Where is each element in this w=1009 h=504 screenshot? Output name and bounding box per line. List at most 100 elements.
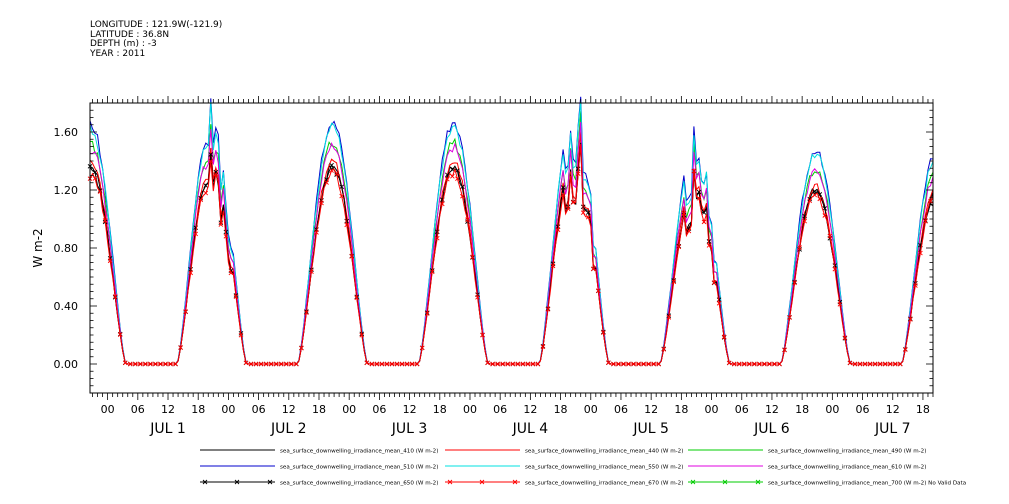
legend-entry: sea_surface_downwelling_irradiance_mean_… xyxy=(768,481,966,487)
series-marker-7 xyxy=(867,361,873,367)
series-marker-7 xyxy=(585,214,591,220)
legend-entry: sea_surface_downwelling_irradiance_mean_… xyxy=(768,449,926,455)
series-marker-7 xyxy=(505,361,511,367)
series-marker-7 xyxy=(691,168,697,174)
series-marker-7 xyxy=(122,360,128,366)
series-marker-7 xyxy=(495,361,500,367)
series-marker-7 xyxy=(656,361,662,367)
hour-tick-label: 00 xyxy=(463,403,477,416)
series-marker-7 xyxy=(696,196,702,201)
series-marker-7 xyxy=(374,361,380,367)
series-marker-7 xyxy=(153,361,158,367)
day-label: JUL 5 xyxy=(632,421,669,437)
series-marker-7 xyxy=(752,361,757,367)
series-marker-7 xyxy=(762,361,767,367)
series-marker-7 xyxy=(490,361,495,367)
series-marker-7 xyxy=(822,213,828,218)
hour-tick-label: 00 xyxy=(705,403,719,416)
hour-tick-label: 12 xyxy=(886,403,900,416)
legend-marker xyxy=(755,479,761,485)
hour-tick-label: 18 xyxy=(433,403,447,416)
series-marker-6 xyxy=(460,184,465,190)
series-marker-7 xyxy=(651,361,656,367)
series-marker-6 xyxy=(203,183,209,188)
legend-marker xyxy=(722,479,728,485)
hour-tick-label: 00 xyxy=(584,403,598,416)
series-marker-7 xyxy=(299,345,304,351)
series-marker-7 xyxy=(278,361,284,367)
series-marker-7 xyxy=(258,361,264,367)
series-marker-7 xyxy=(283,361,289,367)
series-marker-7 xyxy=(168,361,173,367)
series-marker-7 xyxy=(580,210,586,215)
day-label: JUL 7 xyxy=(874,421,911,437)
series-marker-7 xyxy=(319,200,324,206)
series-marker-7 xyxy=(731,361,737,367)
series-marker-7 xyxy=(334,171,339,176)
series-marker-7 xyxy=(107,258,113,264)
series-marker-7 xyxy=(158,361,163,367)
series-marker-7 xyxy=(409,361,415,367)
series-marker-7 xyxy=(102,218,108,223)
series-marker-7 xyxy=(757,361,762,367)
day-label: JUL 4 xyxy=(512,421,549,437)
series-marker-6 xyxy=(696,189,702,195)
hour-tick-label: 06 xyxy=(131,403,145,416)
series-marker-7 xyxy=(827,233,833,239)
legend-entry: sea_surface_downwelling_irradiance_mean_… xyxy=(280,449,438,455)
series-marker-7 xyxy=(389,361,395,367)
series-marker-6 xyxy=(812,188,818,194)
series-marker-7 xyxy=(882,361,888,367)
series-marker-7 xyxy=(797,245,802,250)
series-marker-7 xyxy=(268,361,274,367)
series-marker-7 xyxy=(379,361,385,367)
series-marker-7 xyxy=(112,294,118,299)
hour-tick-label: 18 xyxy=(795,403,809,416)
series-marker-6 xyxy=(822,206,828,211)
plot-frame xyxy=(89,102,934,394)
series-marker-7 xyxy=(394,361,400,367)
series-marker-7 xyxy=(590,266,596,272)
series-marker-7 xyxy=(767,361,772,367)
series-marker-7 xyxy=(414,361,420,367)
series-marker-7 xyxy=(344,222,349,228)
day-label: JUL 6 xyxy=(753,421,790,437)
hour-tick-label: 06 xyxy=(735,403,749,416)
day-label: JUL 1 xyxy=(149,421,186,437)
series-marker-7 xyxy=(782,347,787,353)
latitude-label: LATITUDE : 36.8N xyxy=(90,29,170,40)
y-tick-label: 0.80 xyxy=(54,242,79,255)
legend-entry: sea_surface_downwelling_irradiance_mean_… xyxy=(525,465,683,471)
series-marker-7 xyxy=(832,266,838,272)
series-marker-7 xyxy=(193,231,199,237)
series-marker-7 xyxy=(575,171,581,176)
series-marker-7 xyxy=(837,302,843,307)
series-marker-7 xyxy=(565,206,571,212)
longitude-label: LONGITUDE : 121.9W(-121.9) xyxy=(90,20,223,30)
series-marker-7 xyxy=(606,360,611,366)
series-marker-7 xyxy=(772,361,777,367)
axes-layer: 00 06 12 18 00 06 12 18 00 06 12 18 00 06 12 18 00 06 12 18… xyxy=(31,96,934,437)
series-marker-7 xyxy=(439,201,445,207)
series-marker-7 xyxy=(560,192,566,198)
series-marker-7 xyxy=(676,244,682,250)
series-marker-7 xyxy=(500,361,506,367)
series-marker-7 xyxy=(203,190,209,196)
series-line-1 xyxy=(89,131,934,365)
legend-marker xyxy=(447,479,453,485)
y-tick-label: 1.60 xyxy=(54,126,79,139)
series-marker-7 xyxy=(520,361,526,367)
series-marker-7 xyxy=(208,158,214,164)
series-marker-7 xyxy=(178,345,183,350)
legend-entry: sea_surface_downwelling_irradiance_mean_… xyxy=(768,465,926,471)
series-marker-7 xyxy=(686,228,692,234)
series-marker-7 xyxy=(887,361,893,367)
series-marker-7 xyxy=(736,361,742,367)
series-marker-7 xyxy=(741,361,747,367)
series-marker-7 xyxy=(92,176,98,181)
series-marker-7 xyxy=(143,361,148,367)
y-tick-label: 0.40 xyxy=(54,300,79,313)
legend-entry: sea_surface_downwelling_irradiance_mean_… xyxy=(525,481,683,487)
series-marker-7 xyxy=(364,360,370,366)
series-marker-7 xyxy=(525,361,531,367)
